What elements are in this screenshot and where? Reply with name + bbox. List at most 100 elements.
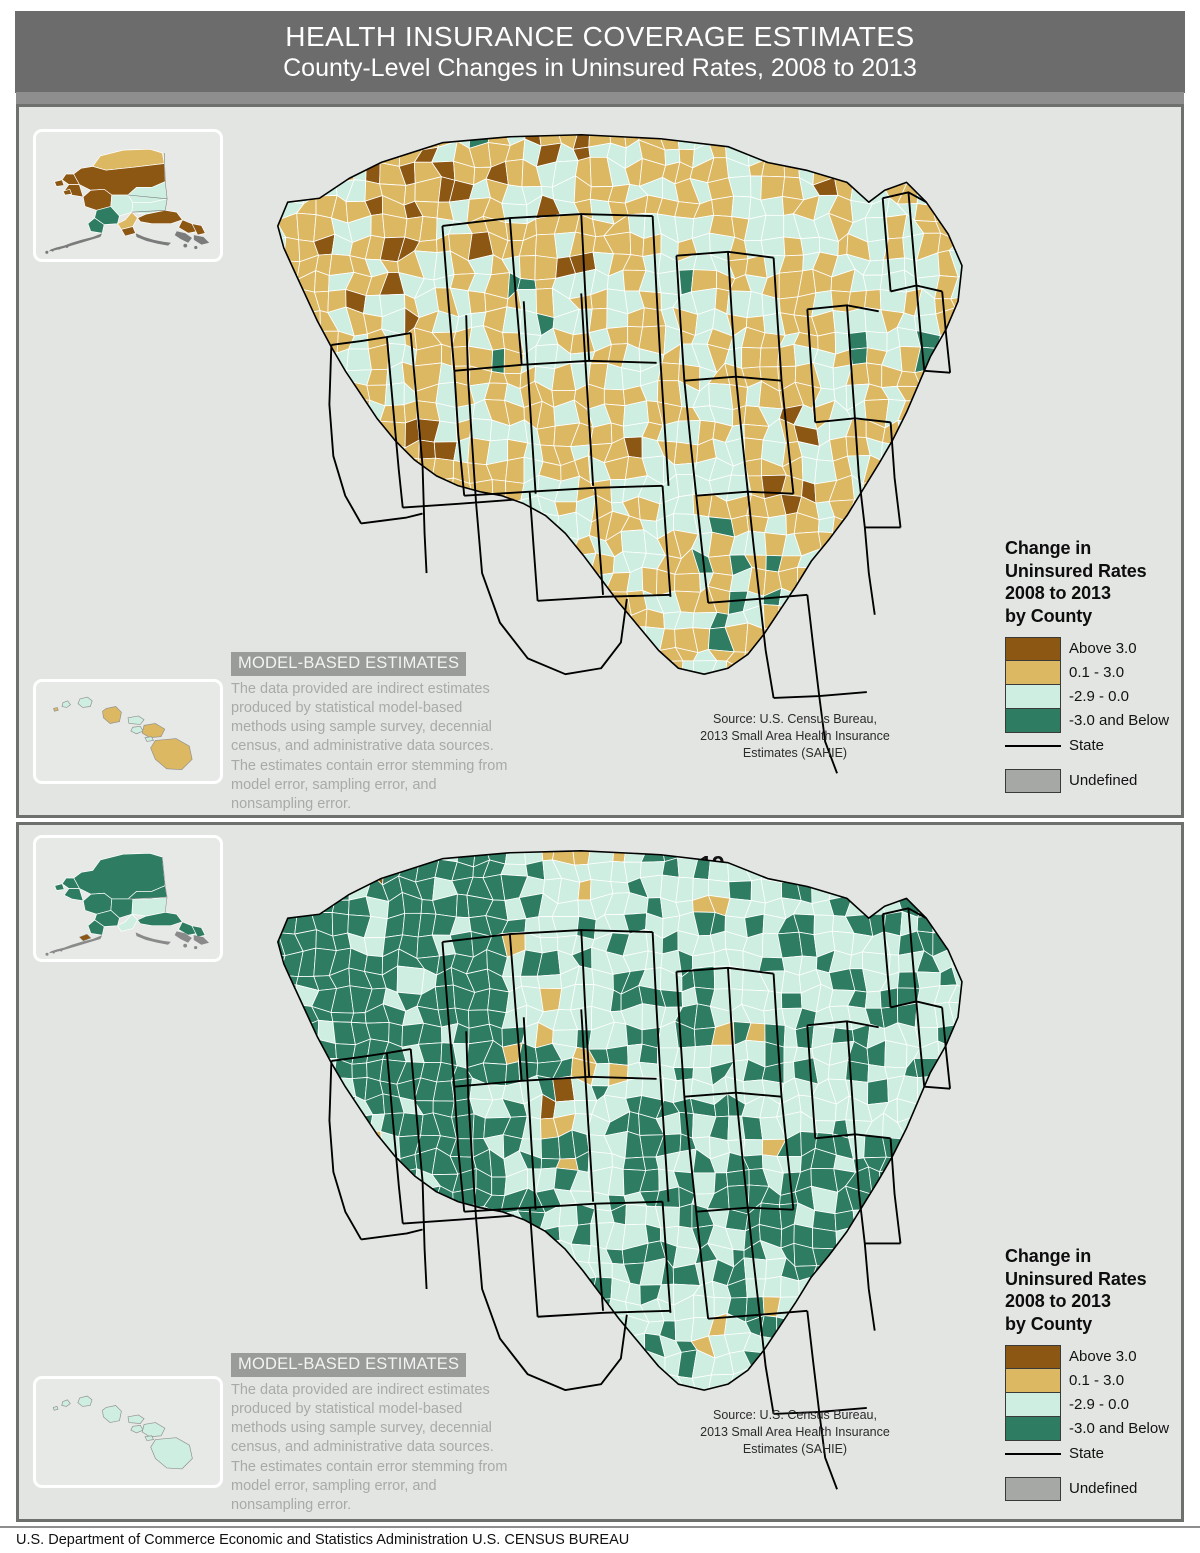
legend-swatch-0-to-3 <box>1005 1368 1061 1393</box>
county-polygon <box>209 1094 233 1115</box>
county-polygon <box>314 850 338 868</box>
county-polygon <box>212 574 235 595</box>
county-polygon <box>989 256 1009 280</box>
county-polygon <box>226 1047 248 1063</box>
county-polygon <box>587 1388 614 1391</box>
county-polygon <box>370 474 388 503</box>
county-polygon <box>846 1479 873 1500</box>
county-polygon <box>916 134 937 145</box>
state-boundary <box>676 966 774 975</box>
state-boundary <box>331 1048 411 1062</box>
county-polygon <box>625 739 648 757</box>
county-polygon <box>762 1463 785 1488</box>
county-polygon <box>918 385 941 405</box>
county-polygon <box>987 107 1009 122</box>
county-polygon <box>813 1479 837 1506</box>
county-polygon <box>974 1391 993 1409</box>
county-polygon <box>245 828 266 845</box>
county-polygon <box>574 1352 596 1378</box>
county-polygon <box>882 857 904 881</box>
county-polygon <box>209 383 228 403</box>
county-polygon <box>225 1137 252 1159</box>
county-polygon <box>363 937 386 958</box>
county-polygon <box>571 1299 592 1320</box>
county-polygon <box>439 107 457 125</box>
county-polygon <box>749 776 764 798</box>
page-footer: U.S. Department of Commerce Economic and… <box>0 1526 1200 1553</box>
county-polygon <box>369 107 382 125</box>
county-polygon <box>850 175 873 205</box>
county-polygon <box>226 845 249 863</box>
county-polygon <box>380 134 405 149</box>
county-polygon <box>283 236 301 263</box>
county-polygon <box>986 1391 1006 1414</box>
county-polygon <box>950 566 963 596</box>
map-panel-children: Children, Under Age 19 <box>16 822 1184 1522</box>
county-polygon <box>913 1058 941 1079</box>
county-polygon <box>505 499 522 522</box>
county-polygon <box>951 1372 962 1391</box>
county-polygon <box>795 139 815 164</box>
county-polygon <box>948 1168 962 1197</box>
county-polygon <box>847 608 868 633</box>
county-polygon <box>971 1193 993 1214</box>
county-polygon <box>277 1065 283 1081</box>
county-polygon <box>847 538 873 560</box>
county-polygon <box>914 1171 939 1196</box>
county-polygon <box>967 893 987 917</box>
county-polygon <box>277 911 281 941</box>
county-polygon <box>950 368 963 390</box>
county-polygon <box>277 255 285 277</box>
county-polygon <box>491 1176 507 1197</box>
county-polygon <box>370 511 389 541</box>
county-polygon <box>396 965 425 995</box>
county-polygon <box>986 893 1006 917</box>
county-polygon <box>224 401 249 426</box>
county-polygon <box>935 644 956 664</box>
county-polygon <box>328 1227 354 1251</box>
county-polygon <box>232 1005 250 1030</box>
county-polygon <box>345 850 372 865</box>
county-polygon <box>552 550 580 579</box>
legend-class-rows-adults: Above 3.0 0.1 - 3.0 -2.9 - 0.0 -3.0 and … <box>1005 636 1193 794</box>
county-polygon <box>622 1349 646 1377</box>
county-polygon <box>916 531 939 553</box>
county-polygon <box>930 1203 959 1232</box>
county-polygon <box>572 825 592 847</box>
county-polygon <box>402 107 421 127</box>
county-polygon <box>949 399 963 429</box>
county-polygon <box>915 474 935 504</box>
county-polygon <box>830 665 855 675</box>
county-polygon <box>931 203 960 223</box>
county-polygon <box>277 179 287 205</box>
state-boundary <box>818 1411 838 1490</box>
county-polygon <box>691 1374 712 1391</box>
county-polygon <box>897 1168 920 1194</box>
county-polygon <box>887 1367 907 1389</box>
county-polygon <box>882 157 908 188</box>
county-polygon <box>415 1304 438 1320</box>
county-polygon <box>605 1045 629 1066</box>
legend-row-above-3: Above 3.0 <box>1005 636 1193 661</box>
national-outline <box>277 133 963 675</box>
county-polygon <box>349 514 373 542</box>
county-polygon <box>431 457 455 482</box>
county-polygon <box>381 107 404 127</box>
county-polygon <box>247 183 262 204</box>
county-polygon <box>363 437 385 464</box>
county-polygon <box>364 144 386 164</box>
state-boundary <box>907 908 918 1002</box>
county-polygon <box>571 717 597 745</box>
state-boundary <box>651 216 662 363</box>
county-polygon <box>918 1155 939 1176</box>
county-polygon <box>330 1206 351 1231</box>
county-polygon <box>917 514 939 534</box>
county-polygon <box>314 855 337 881</box>
county-polygon <box>897 134 922 149</box>
county-polygon <box>277 536 301 552</box>
county-polygon <box>680 763 700 777</box>
county-polygon <box>400 850 424 864</box>
county-polygon <box>503 1280 524 1305</box>
county-polygon <box>900 462 924 481</box>
footer-agency-text: U.S. Department of Commerce Economic and… <box>16 1532 630 1548</box>
